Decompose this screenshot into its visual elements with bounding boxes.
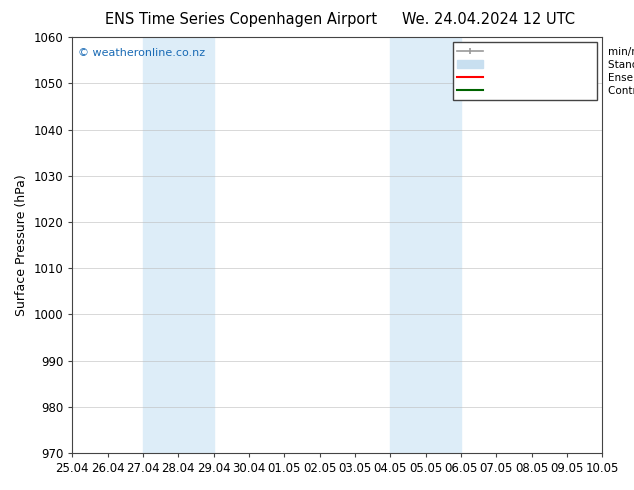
Text: We. 24.04.2024 12 UTC: We. 24.04.2024 12 UTC: [402, 12, 574, 27]
Text: ENS Time Series Copenhagen Airport: ENS Time Series Copenhagen Airport: [105, 12, 377, 27]
Y-axis label: Surface Pressure (hPa): Surface Pressure (hPa): [15, 174, 28, 316]
Bar: [143, 37, 214, 453]
Text: © weatheronline.co.nz: © weatheronline.co.nz: [77, 48, 205, 57]
Legend: min/max, Standard deviation, Ensemble mean run, Controll run: min/max, Standard deviation, Ensemble me…: [453, 42, 597, 100]
Bar: [391, 37, 461, 453]
